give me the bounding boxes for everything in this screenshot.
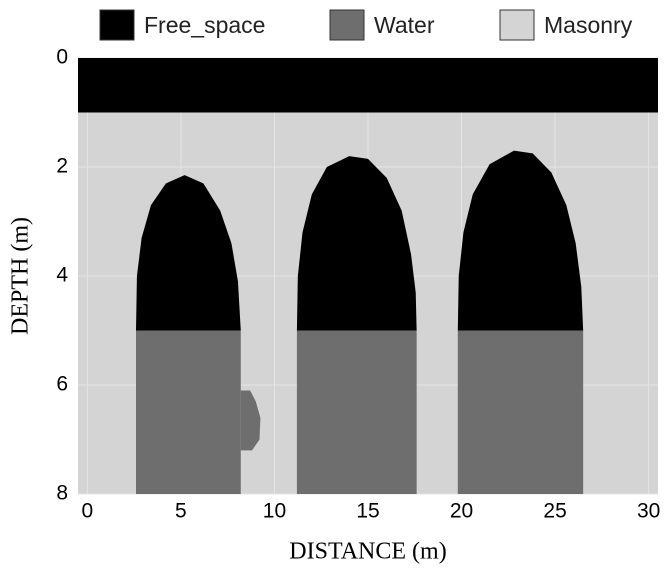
x-axis-title: DISTANCE (m) <box>289 539 446 565</box>
legend-label: Masonry <box>544 12 633 38</box>
y-tick-label: 2 <box>56 155 68 178</box>
x-tick-label: 5 <box>175 500 187 523</box>
y-axis-title: DEPTH (m) <box>8 217 34 335</box>
y-tick-label: 4 <box>56 264 68 287</box>
material-region <box>457 150 584 331</box>
x-tick-label: 30 <box>637 500 660 523</box>
plot-area <box>78 57 658 495</box>
legend-swatch <box>329 9 365 41</box>
y-tick-label: 8 <box>56 482 68 505</box>
legend-label: Water <box>374 12 435 38</box>
x-tick-label: 20 <box>450 500 473 523</box>
y-tick-label: 0 <box>56 46 68 69</box>
x-tick-label: 15 <box>356 500 379 523</box>
y-tick-label: 6 <box>56 373 68 396</box>
material-region <box>240 390 261 451</box>
legend-label: Free_space <box>144 12 265 38</box>
x-tick-label: 0 <box>82 500 94 523</box>
x-tick-label: 10 <box>263 500 286 523</box>
material-region <box>136 330 241 494</box>
material-region <box>136 175 241 331</box>
material-region <box>78 58 658 113</box>
legend-swatch <box>499 9 535 41</box>
material-region <box>296 156 417 331</box>
x-tick-label: 25 <box>543 500 566 523</box>
material-region <box>296 330 417 494</box>
legend-swatch <box>99 9 135 41</box>
material-region <box>457 330 584 494</box>
